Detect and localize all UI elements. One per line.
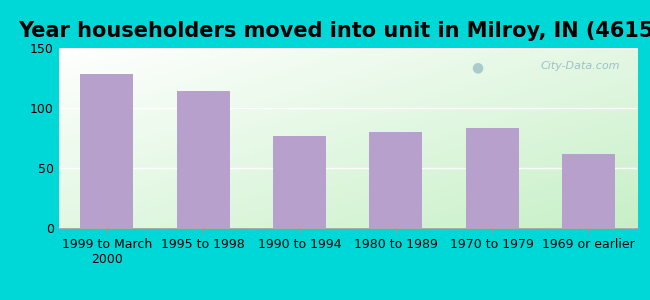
Bar xyxy=(80,74,133,228)
Text: City-Data.com: City-Data.com xyxy=(540,61,619,70)
Title: Year householders moved into unit in Milroy, IN (46156): Year householders moved into unit in Mil… xyxy=(18,21,650,41)
Bar xyxy=(369,132,423,228)
Bar xyxy=(562,154,616,228)
Bar xyxy=(273,136,326,228)
Bar xyxy=(177,91,229,228)
Text: ●: ● xyxy=(471,61,484,75)
Bar xyxy=(466,128,519,228)
